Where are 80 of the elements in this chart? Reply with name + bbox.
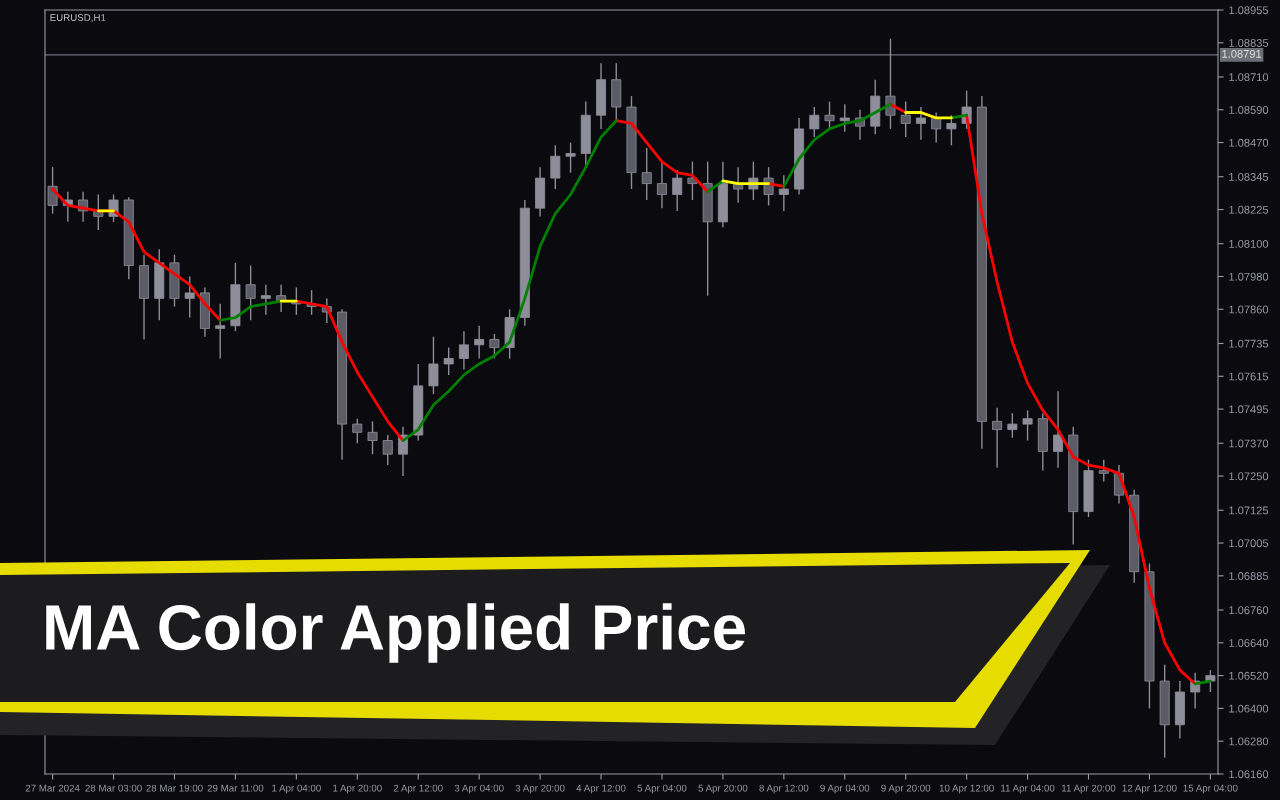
candlestick [900, 100, 911, 138]
x-tick-label: 5 Apr 20:00 [698, 784, 748, 794]
y-tick-label: 1.06400 [1229, 704, 1269, 713]
y-tick-label: 1.07005 [1229, 539, 1269, 548]
x-tick-label: 11 Apr 20:00 [1062, 784, 1116, 794]
x-tick-label: 3 Apr 20:00 [515, 784, 565, 794]
candlestick [641, 147, 652, 201]
candlestick [215, 303, 226, 360]
candlestick [565, 141, 576, 174]
candlestick [1098, 458, 1109, 483]
y-tick-label: 1.07980 [1229, 272, 1269, 281]
x-tick-label: 8 Apr 12:00 [759, 784, 809, 794]
candlestick [458, 330, 469, 371]
candlestick [1007, 412, 1018, 439]
y-tick-label: 1.08470 [1229, 138, 1269, 147]
y-tick-label: 1.08100 [1229, 239, 1269, 248]
candlestick [687, 161, 698, 201]
candlestick [443, 346, 454, 376]
y-tick-label: 1.07735 [1229, 339, 1269, 348]
candlestick [93, 193, 104, 231]
candlestick [778, 174, 789, 212]
y-tick-label: 1.08955 [1229, 6, 1269, 15]
y-tick-label: 1.06885 [1229, 572, 1269, 580]
candlestick [245, 264, 256, 321]
candlestick [1053, 390, 1064, 469]
y-tick-label: 1.08345 [1229, 173, 1269, 181]
x-tick-label: 11 Apr 04:00 [1001, 784, 1055, 794]
x-tick-label: 2 Apr 12:00 [393, 784, 443, 794]
y-tick-label: 1.06760 [1229, 606, 1269, 615]
candlestick [550, 144, 561, 190]
candlestick [184, 275, 195, 319]
y-tick-label: 1.07495 [1229, 405, 1269, 414]
candlestick [428, 335, 439, 395]
ref-line-label: 1.08791 [1222, 49, 1262, 58]
x-tick-label: 3 Apr 04:00 [454, 784, 504, 794]
candlestick [382, 434, 393, 466]
x-tick-label: 1 Apr 04:00 [272, 784, 321, 794]
y-tick-label: 1.06160 [1229, 770, 1269, 779]
y-tick-label: 1.08225 [1229, 205, 1269, 214]
y-tick-label: 1.07370 [1229, 439, 1269, 448]
candlestick [489, 333, 500, 360]
candlestick [931, 111, 942, 144]
y-tick-label: 1.08590 [1229, 106, 1269, 114]
x-tick-label: 1 Apr 20:00 [333, 784, 382, 794]
y-tick-label: 1.08835 [1229, 39, 1269, 47]
candlestick [1022, 409, 1033, 442]
candlestick [946, 114, 957, 147]
x-tick-label: 15 Apr 04:00 [1183, 784, 1238, 794]
y-tick-label: 1.07250 [1229, 472, 1269, 481]
candlestick [809, 106, 820, 138]
y-tick-label: 1.06520 [1229, 671, 1269, 680]
y-tick-label: 1.07125 [1229, 506, 1269, 515]
x-tick-label: 9 Apr 04:00 [820, 784, 870, 794]
y-tick-label: 1.07860 [1229, 305, 1269, 314]
y-tick-label: 1.06280 [1229, 737, 1269, 746]
y-tick-label: 1.06640 [1229, 639, 1269, 647]
text: MA Color Applied Price [46, 603, 745, 663]
candlestick [656, 161, 667, 209]
candlestick [992, 407, 1003, 469]
candlestick [885, 38, 896, 130]
candlestick [839, 103, 850, 133]
candlestick [915, 106, 926, 141]
candlestick [824, 100, 835, 130]
candlestick [367, 420, 378, 455]
x-tick-label: 29 Mar 11:00 [207, 784, 264, 792]
x-tick-label: 27 Mar 2024 [25, 784, 80, 792]
x-tick-label: 9 Apr 20:00 [881, 784, 931, 794]
x-tick-label: 5 Apr 04:00 [637, 784, 687, 794]
x-tick-label: 12 Apr 12:00 [1122, 784, 1177, 794]
candlestick [672, 169, 683, 212]
x-tick-label: 4 Apr 12:00 [576, 784, 626, 794]
x-tick-label: 28 Mar 19:00 [146, 784, 203, 792]
y-tick-label: 1.07615 [1229, 372, 1269, 381]
candlestick [260, 284, 271, 316]
candlestick [474, 325, 485, 360]
chart-subtitle: EURUSD,H1 [50, 14, 106, 23]
y-tick-label: 1.08710 [1229, 73, 1269, 82]
x-tick-label: 10 Apr 12:00 [939, 784, 994, 794]
x-tick-label: 28 Mar 03:00 [85, 784, 142, 792]
candlestick [352, 417, 363, 444]
